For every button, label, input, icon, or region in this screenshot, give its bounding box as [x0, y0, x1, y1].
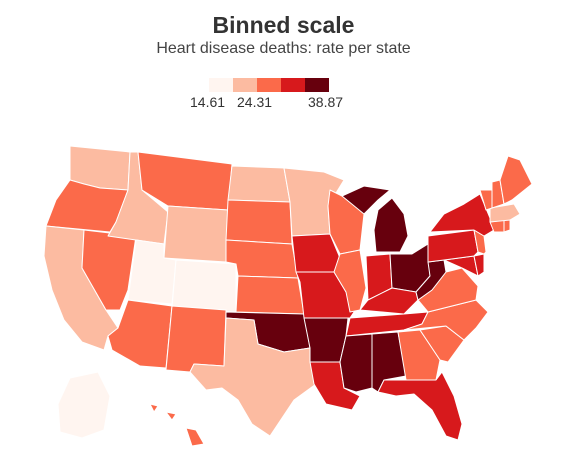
- state-wy[interactable]: [163, 205, 229, 263]
- state-nc[interactable]: [403, 299, 489, 341]
- legend-swatch-bin-1: [233, 78, 257, 92]
- state-tx[interactable]: [189, 317, 317, 437]
- state-ma[interactable]: [489, 203, 521, 223]
- state-fl[interactable]: [377, 371, 463, 441]
- chart-title: Binned scale: [212, 12, 355, 38]
- legend-swatch-bin-0: [209, 78, 233, 92]
- state-ri[interactable]: [503, 219, 511, 233]
- legend: [209, 78, 329, 92]
- legend-label-min: 14.61: [190, 94, 226, 110]
- legend-swatch-bin-2: [257, 78, 281, 92]
- state-hi[interactable]: [149, 403, 205, 447]
- state-de[interactable]: [473, 253, 485, 277]
- state-sd[interactable]: [225, 199, 293, 245]
- legend-label-max: 38.87: [308, 94, 344, 110]
- state-nm[interactable]: [165, 305, 227, 373]
- state-ks[interactable]: [235, 275, 305, 315]
- chart-subtitle: Heart disease deaths: rate per state: [156, 40, 411, 57]
- state-wv[interactable]: [415, 259, 447, 301]
- state-il[interactable]: [333, 249, 367, 313]
- state-me[interactable]: [499, 155, 533, 205]
- state-ms[interactable]: [339, 333, 373, 393]
- state-nd[interactable]: [227, 165, 291, 203]
- state-ne[interactable]: [225, 239, 299, 279]
- state-mi[interactable]: [341, 185, 409, 253]
- state-ak[interactable]: [57, 371, 111, 439]
- state-ga[interactable]: [397, 329, 441, 381]
- state-co[interactable]: [171, 259, 237, 313]
- legend-swatch-bin-3: [281, 78, 305, 92]
- legend-swatch-bin-4: [305, 78, 329, 92]
- legend-label-mid: 24.31: [237, 94, 273, 110]
